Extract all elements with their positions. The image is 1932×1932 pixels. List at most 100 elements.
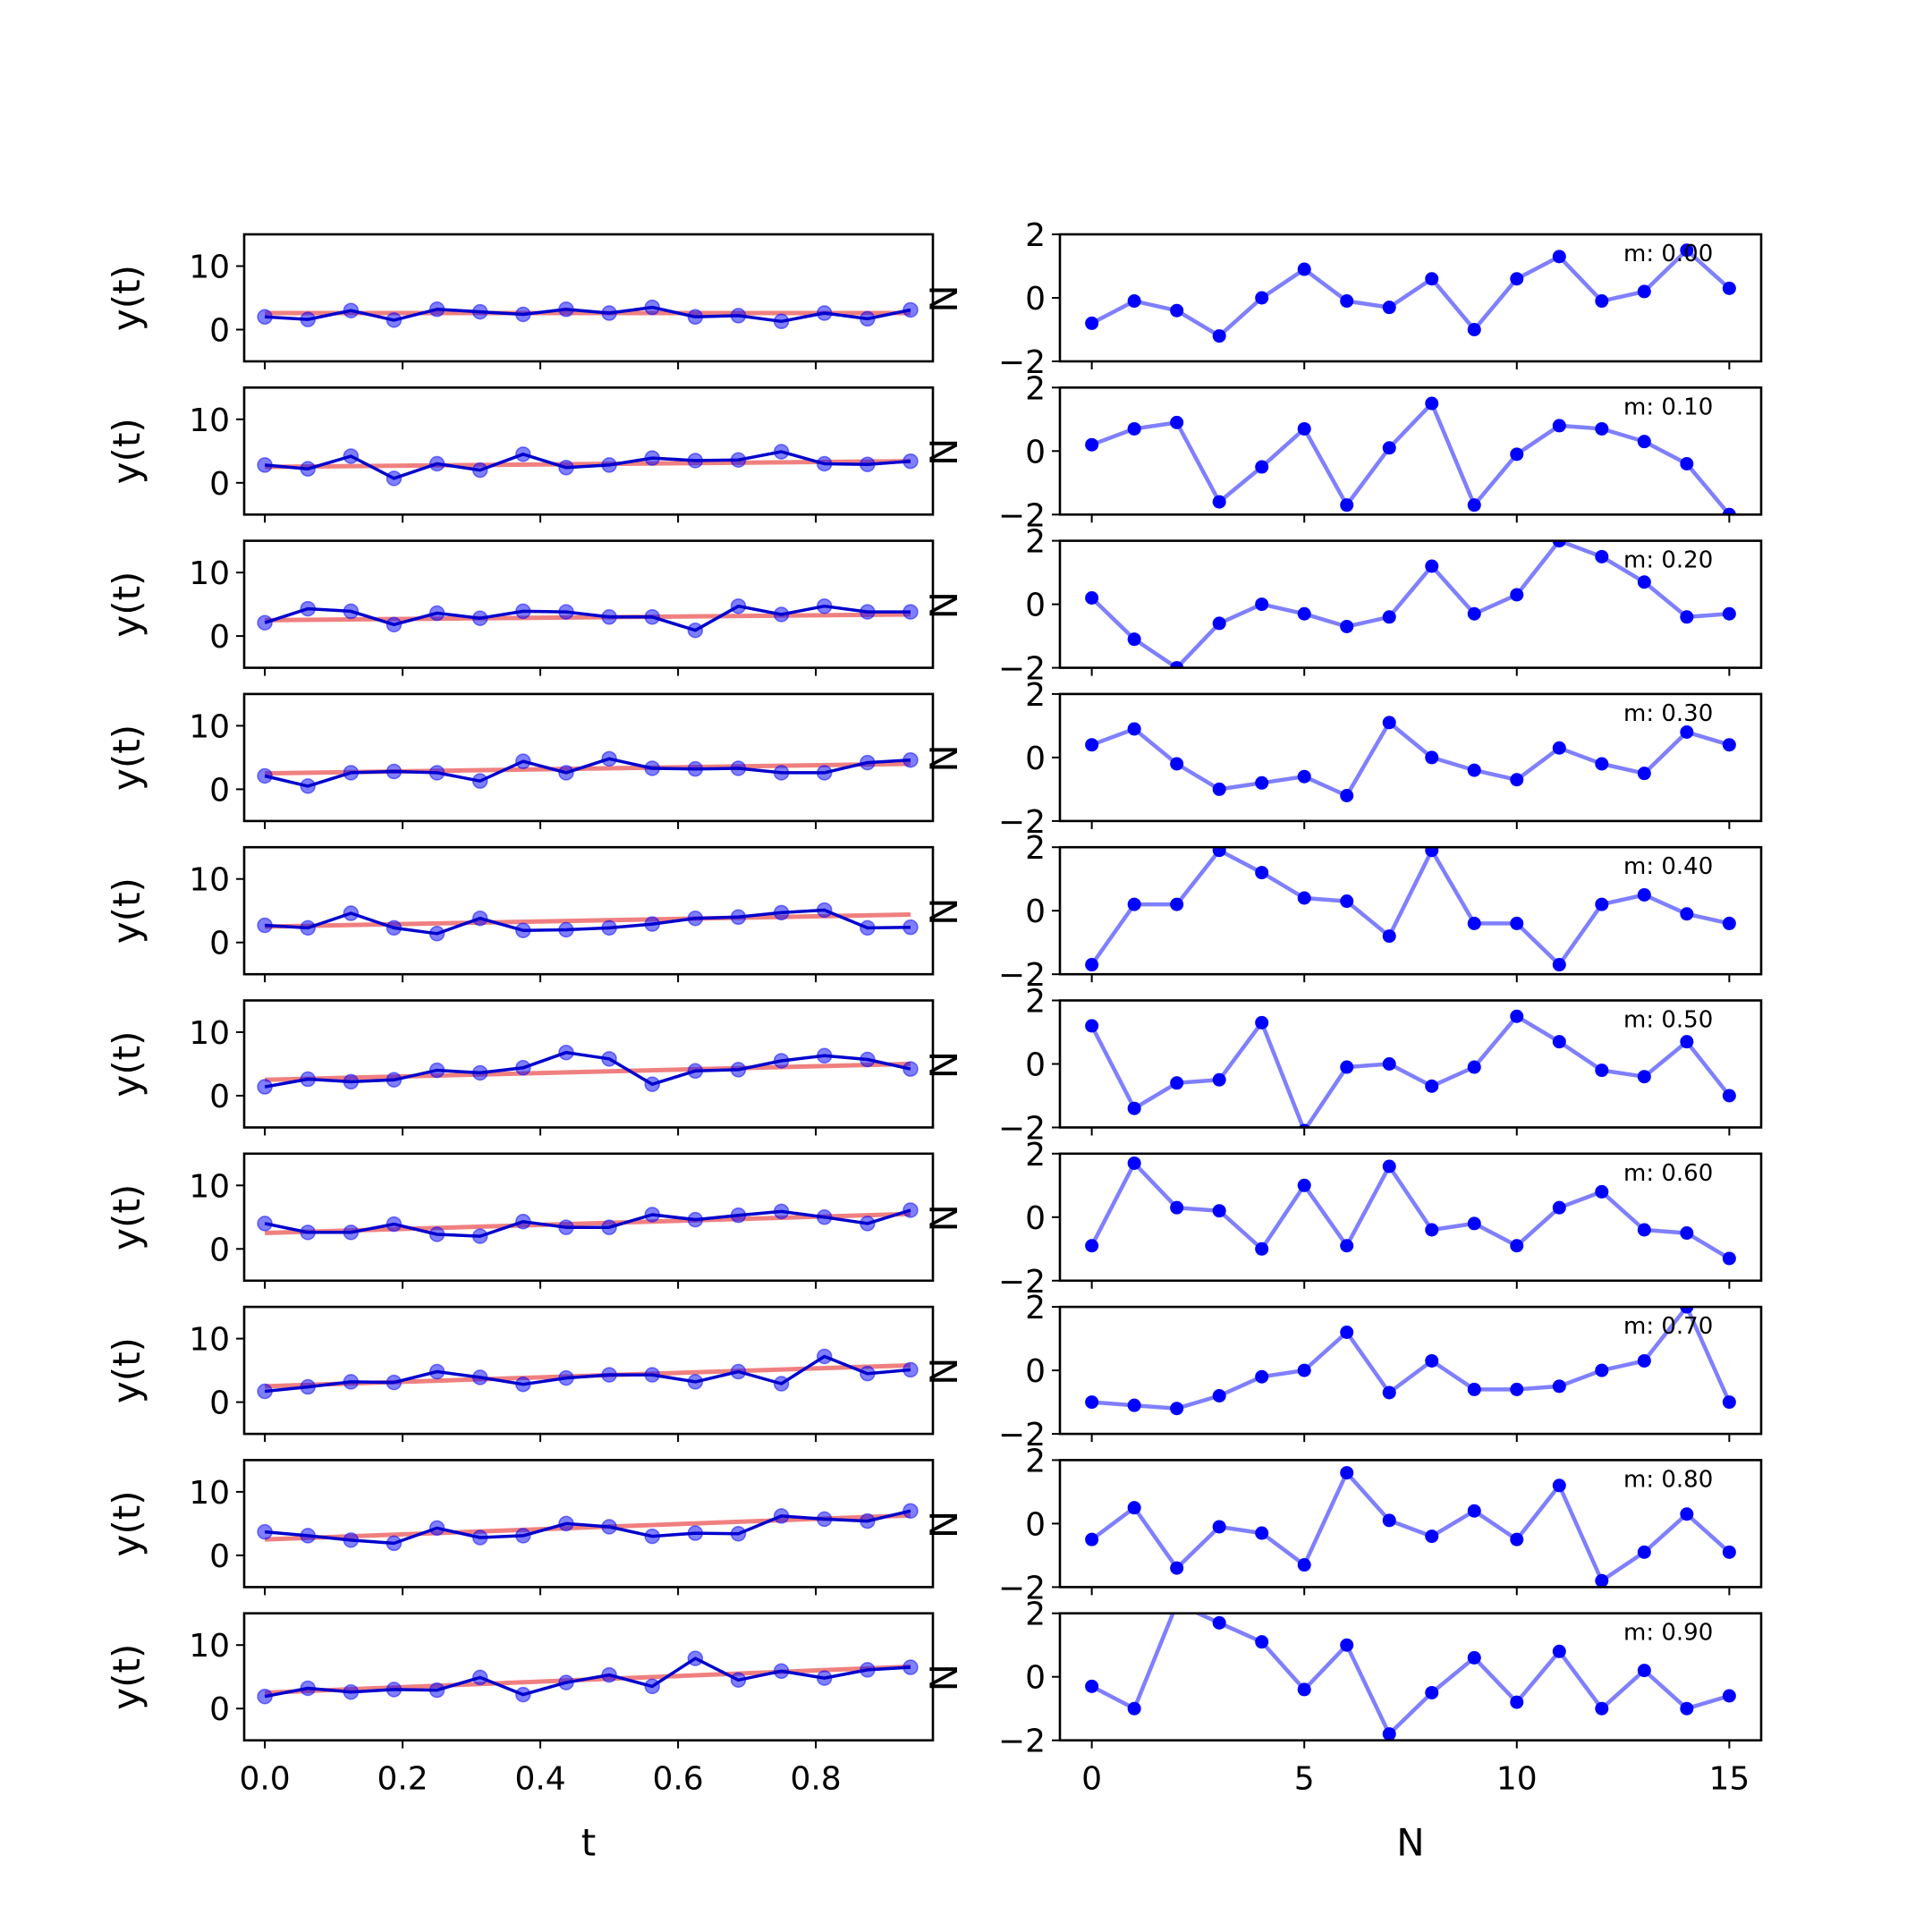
residual-point [1552, 540, 1566, 548]
fit-line [265, 1513, 911, 1542]
residual-point [1085, 1532, 1099, 1546]
right-panel-8: m: 0.80 −2 0 2 [998, 1443, 1763, 1606]
residual-point [1637, 575, 1651, 589]
residual-point [1340, 1466, 1354, 1480]
slope-annotation: m: 0.30 [1623, 700, 1713, 727]
residual-line [1090, 720, 1731, 798]
residual-point [1170, 1402, 1184, 1416]
residual-point [1680, 725, 1694, 739]
residual-point [1595, 549, 1609, 564]
right-panel-9: m: 0.90 −2 0 2 0 5 10 15 N [998, 1597, 1763, 1865]
y-tick-label: 0 [1025, 1660, 1046, 1697]
left-plot-area-6 [257, 1202, 919, 1244]
residual-point [1680, 243, 1694, 258]
residual-point [1297, 891, 1311, 905]
y-tick-label: −2 [998, 1111, 1046, 1148]
y-axis-label: y(t) [105, 265, 148, 331]
residual-point [1637, 1223, 1651, 1237]
y-tick-label: 10 [189, 555, 230, 592]
left-plot-area-8 [257, 1503, 919, 1552]
residual-point [1297, 1558, 1311, 1572]
residual-point [1595, 897, 1609, 911]
residual-point [1722, 1251, 1736, 1266]
right-y-axis-label: N [922, 438, 966, 466]
y-tick-label: 2 [1025, 217, 1046, 254]
residual-point [1637, 1545, 1651, 1559]
right-panel-7: m: 0.70 −2 0 2 [998, 1290, 1763, 1453]
residual-point [1255, 866, 1269, 880]
y-tick-label: 0 [1025, 434, 1046, 470]
residual-point [1340, 294, 1354, 309]
residual-point [1467, 1216, 1481, 1231]
residual-point [1722, 507, 1736, 515]
residual-point [1212, 1389, 1226, 1402]
x-tick-label: 0 [1081, 1761, 1102, 1798]
residual-point [1255, 291, 1269, 305]
y-axis-label: y(t) [105, 1490, 148, 1556]
residual-point [1085, 437, 1099, 452]
residual-point [1170, 1200, 1184, 1215]
y-tick-label: 0 [209, 466, 230, 503]
right-y-axis-label: N [922, 284, 966, 312]
y-axis-label: y(t) [105, 1644, 148, 1710]
right-panel-4: m: 0.40 −2 0 2 [998, 830, 1763, 994]
residual-point [1595, 1701, 1609, 1716]
y-axis-label: y(t) [105, 1337, 148, 1403]
right-y-axis-label: N [922, 897, 966, 925]
left-panel-3: 0 10 y(t) [105, 692, 935, 829]
residual-point [1255, 460, 1269, 474]
y-tick-label: 10 [189, 1322, 230, 1359]
y-tick-label: −2 [998, 1264, 1046, 1301]
left-plot-area-1 [257, 444, 919, 487]
residual-point [1212, 616, 1226, 631]
residual-point [1722, 738, 1736, 752]
left-plot-area-9 [257, 1650, 919, 1705]
data-line [264, 1657, 911, 1699]
data-line [264, 604, 911, 632]
right-y-axis-label: N [922, 1664, 966, 1691]
residual-point [1382, 1513, 1396, 1528]
y-tick-label: 10 [189, 250, 230, 286]
residual-point [1595, 1184, 1609, 1199]
residual-point [1510, 272, 1524, 286]
y-tick-label: 0 [1025, 588, 1046, 624]
right-plot-area-6 [1085, 1156, 1736, 1266]
fit-line [265, 1211, 911, 1236]
residual-point [1382, 1727, 1396, 1741]
residual-point [1170, 757, 1184, 771]
left-axes-frame [242, 386, 935, 516]
residual-point [1510, 1009, 1524, 1023]
residual-point [1467, 1650, 1481, 1665]
residual-point [1680, 907, 1694, 921]
right-y-axis-label: N [922, 1051, 966, 1079]
left-axes-frame [242, 999, 935, 1129]
y-axis-label: y(t) [105, 877, 148, 944]
slope-annotation: m: 0.50 [1623, 1007, 1713, 1034]
y-tick-label: 0 [209, 619, 230, 656]
right-plot-area-7 [1085, 1307, 1736, 1416]
left-axes-frame [242, 233, 935, 363]
residual-point [1595, 1573, 1609, 1588]
y-tick-label: 10 [189, 402, 230, 439]
data-line [264, 450, 911, 480]
residual-point [1382, 1057, 1396, 1071]
residual-point [1510, 447, 1524, 462]
right-plot-area-1 [1085, 396, 1736, 515]
residual-point [1467, 498, 1481, 513]
right-plot-area-8 [1085, 1466, 1736, 1588]
residual-point [1170, 1597, 1183, 1611]
left-axes-frame [242, 1305, 935, 1436]
left-panel-1: 0 10 y(t) [105, 386, 935, 523]
residual-point [1170, 1561, 1184, 1575]
fit-line [265, 911, 911, 929]
right-plot-area-4 [1085, 847, 1736, 972]
residual-point [1467, 1504, 1481, 1518]
residual-point [1467, 1060, 1481, 1074]
slope-annotation: m: 0.80 [1623, 1466, 1713, 1493]
left-axes-frame [242, 539, 935, 669]
residual-point [1255, 1241, 1269, 1256]
y-tick-label: 0 [209, 772, 230, 809]
residual-point [1680, 1035, 1694, 1049]
residual-point [1510, 1239, 1524, 1253]
data-line [264, 1354, 911, 1394]
